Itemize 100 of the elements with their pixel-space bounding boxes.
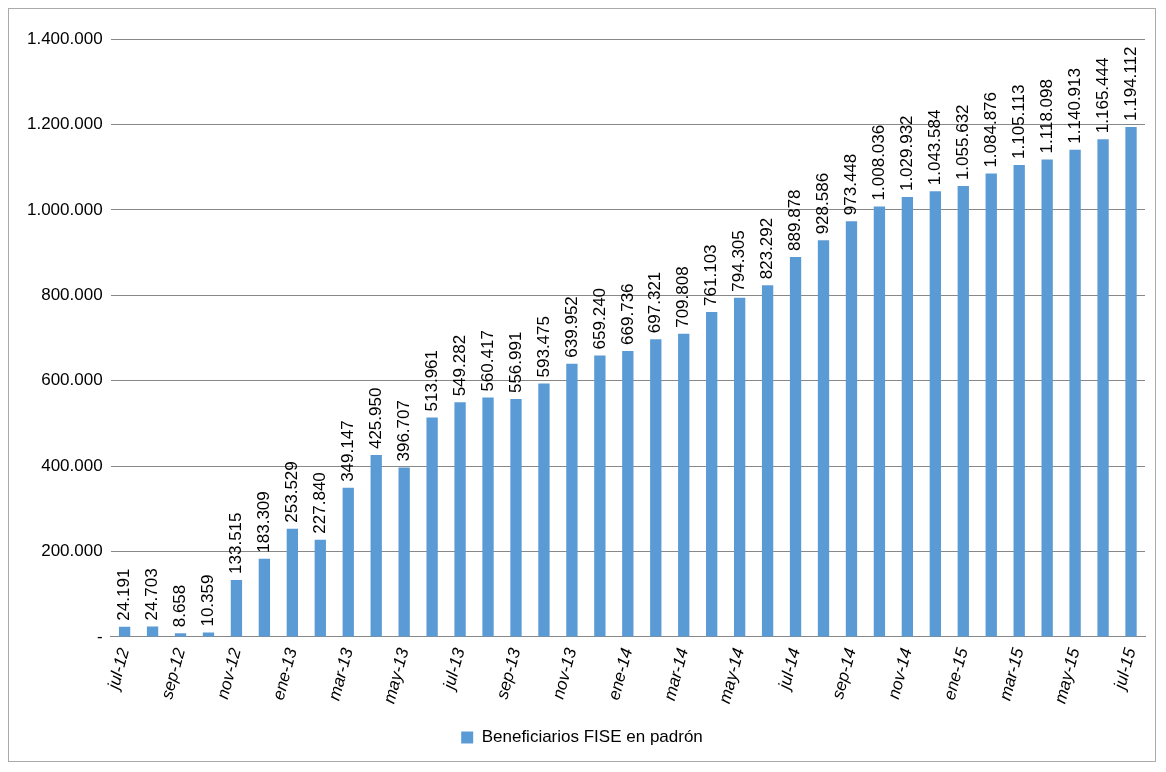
bar <box>678 333 690 637</box>
data-label: 24.191 <box>114 568 134 621</box>
bar <box>174 633 187 637</box>
legend-label: Beneficiarios FISE en padrón <box>481 727 703 747</box>
data-label: 794.305 <box>729 230 749 292</box>
data-label: 761.103 <box>701 244 721 306</box>
x-tick-label: nov-12 <box>213 645 246 702</box>
data-label: 1.165.444 <box>1092 57 1112 134</box>
bar <box>929 191 941 637</box>
bar <box>510 399 522 637</box>
data-label: 1.140.913 <box>1064 68 1084 144</box>
data-label: 1.043.584 <box>925 109 945 186</box>
bar <box>594 355 606 637</box>
bar <box>286 528 298 637</box>
bar <box>342 487 354 637</box>
data-label: 8.658 <box>170 584 190 628</box>
y-tick-label: 600.000 <box>41 370 103 390</box>
x-tick-label: may-15 <box>1050 645 1084 706</box>
x-tick-label: mar-15 <box>995 645 1028 703</box>
bar <box>845 221 858 637</box>
data-label: 593.475 <box>533 316 553 378</box>
bar <box>482 397 494 637</box>
x-tick-label: sep-12 <box>157 645 190 702</box>
x-tick-label: ene-15 <box>939 645 972 702</box>
x-tick-label: mar-13 <box>324 645 357 703</box>
bar <box>761 285 774 637</box>
data-label: 928.586 <box>813 172 833 235</box>
data-label: 24.703 <box>142 568 162 621</box>
x-tick-label: nov-14 <box>884 645 916 702</box>
bar <box>314 539 326 637</box>
bar <box>985 173 997 637</box>
bar <box>650 339 662 637</box>
data-label: 396.707 <box>393 400 413 462</box>
data-label: 1.194.112 <box>1120 46 1140 121</box>
data-label: 425.950 <box>365 387 385 450</box>
data-label: 556.991 <box>505 331 525 394</box>
x-tick-label: jul-14 <box>774 645 804 693</box>
x-tick-label: may-14 <box>715 645 749 706</box>
y-tick-label: 1.200.000 <box>26 114 103 134</box>
data-label: 349.147 <box>337 420 357 482</box>
data-label: 133.515 <box>226 512 246 574</box>
bar <box>706 311 718 637</box>
bar <box>398 467 410 637</box>
bar <box>1013 164 1025 637</box>
bar <box>1069 149 1081 637</box>
data-label: 10.359 <box>198 574 218 627</box>
data-label: 669.736 <box>617 283 637 345</box>
x-tick-label: jul-13 <box>438 645 469 693</box>
data-label: 1.008.036 <box>869 124 889 201</box>
data-label: 560.417 <box>477 330 497 392</box>
data-label: 889.878 <box>785 189 805 251</box>
data-label: 183.309 <box>254 491 274 553</box>
y-tick-label: - <box>96 626 103 646</box>
x-tick-label: sep-13 <box>492 645 525 702</box>
x-tick-label: ene-14 <box>604 645 637 702</box>
bar <box>230 579 243 637</box>
y-tick-label: 200.000 <box>41 541 103 561</box>
bar <box>538 383 550 637</box>
data-label: 823.292 <box>757 217 777 280</box>
x-tick-label: mar-14 <box>659 645 693 703</box>
data-label: 513.961 <box>421 349 441 412</box>
bar <box>370 455 382 637</box>
bar <box>1041 159 1053 637</box>
bar <box>146 626 159 637</box>
bar <box>454 402 466 637</box>
bar <box>566 363 578 637</box>
x-tick-label: nov-13 <box>548 645 581 702</box>
bar <box>789 256 802 637</box>
data-label: 1.084.876 <box>980 91 1000 168</box>
data-label: 549.282 <box>449 334 469 397</box>
bar <box>426 417 438 637</box>
x-tick-label: ene-13 <box>268 645 301 702</box>
data-label: 1.105.113 <box>1008 84 1028 159</box>
data-label: 1.029.932 <box>897 115 917 192</box>
data-label: 973.448 <box>841 153 861 216</box>
bar <box>622 350 634 637</box>
data-label: 659.240 <box>589 287 609 350</box>
bar <box>733 297 746 637</box>
x-tick-label: jul-15 <box>1109 645 1140 693</box>
data-label: 1.118.098 <box>1036 79 1056 154</box>
x-tick-label: jul-12 <box>103 645 134 693</box>
bar <box>1097 139 1109 637</box>
bar <box>817 240 830 637</box>
bar <box>901 197 914 637</box>
data-label: 1.055.632 <box>952 104 972 181</box>
x-tick-label: sep-14 <box>828 645 860 702</box>
data-label: 227.840 <box>309 472 329 534</box>
x-tick-label: may-13 <box>379 645 413 706</box>
bar <box>258 558 271 637</box>
data-label: 697.321 <box>645 271 665 334</box>
data-label: 639.952 <box>561 296 581 358</box>
y-tick-label: 400.000 <box>41 455 103 475</box>
bar <box>957 186 969 637</box>
y-tick-label: 1.400.000 <box>26 28 103 48</box>
bar <box>1125 126 1137 637</box>
bar <box>873 206 886 637</box>
y-tick-label: 1.000.000 <box>26 199 103 219</box>
y-tick-label: 800.000 <box>41 284 103 304</box>
data-label: 709.808 <box>673 266 693 328</box>
data-label: 253.529 <box>282 461 302 523</box>
